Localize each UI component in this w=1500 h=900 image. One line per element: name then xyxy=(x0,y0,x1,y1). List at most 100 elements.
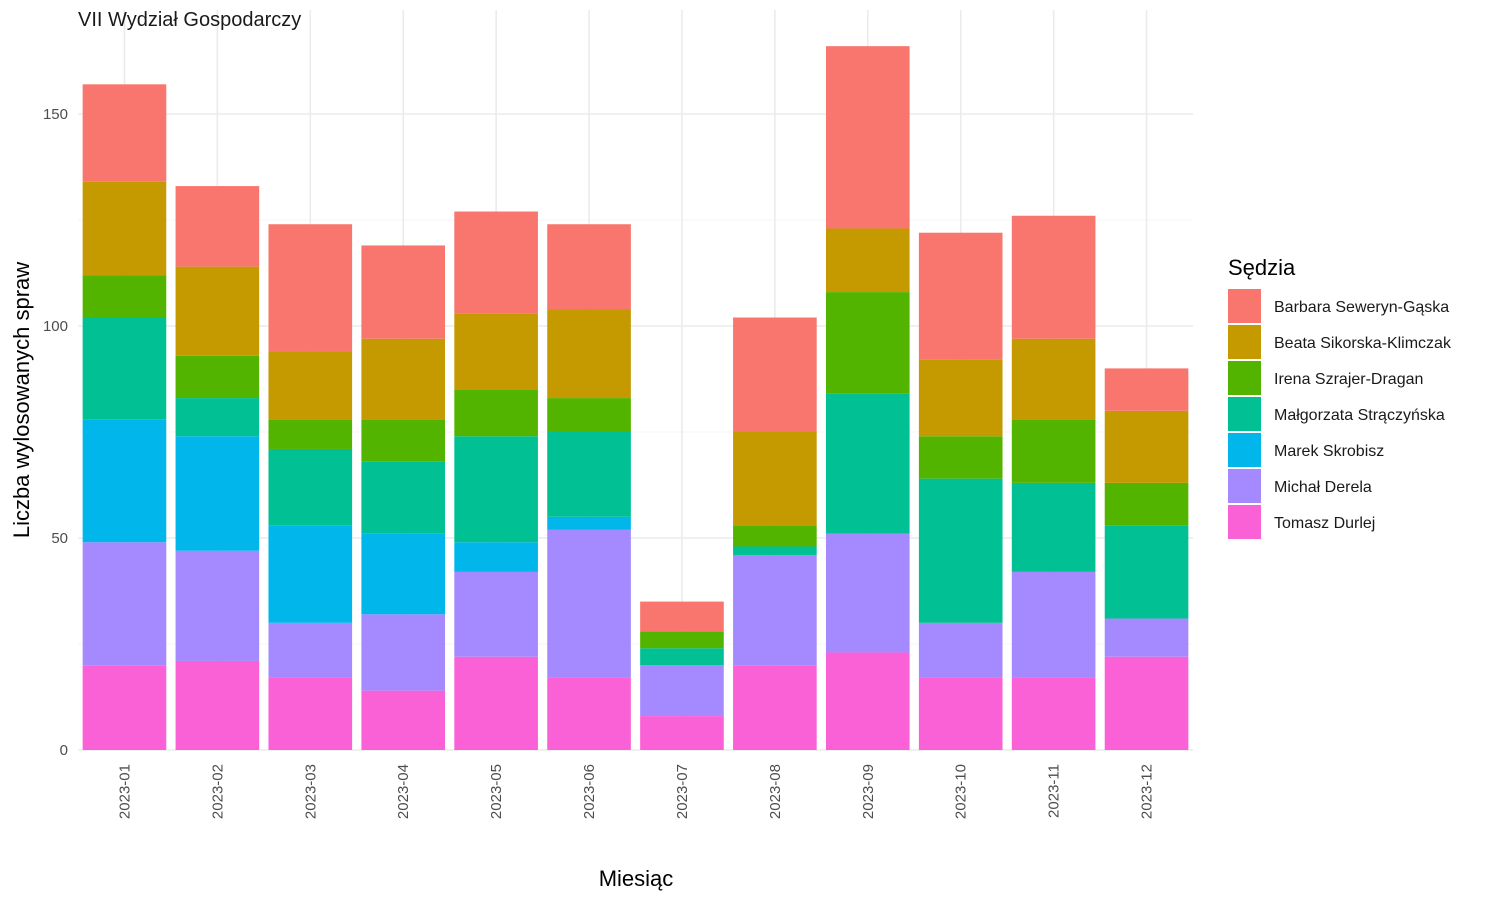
bar-segment xyxy=(733,554,817,666)
bar-segment xyxy=(454,656,538,750)
x-tick-label: 2023-02 xyxy=(209,764,226,819)
legend-key xyxy=(1228,469,1261,503)
bar-segment xyxy=(1104,618,1189,657)
legend-key xyxy=(1228,325,1261,359)
bar-segment xyxy=(268,224,353,352)
bar-segment xyxy=(547,398,631,432)
bar-segment xyxy=(82,542,167,666)
bar-segment xyxy=(825,652,910,750)
bar-segment xyxy=(547,516,631,530)
y-tick-label: 100 xyxy=(43,318,68,335)
bar-segment xyxy=(918,436,1003,479)
x-tick-label: 2023-10 xyxy=(953,764,970,819)
bar-segment xyxy=(454,436,538,543)
bar-segment xyxy=(547,309,631,399)
bar-segment xyxy=(918,622,1003,678)
legend-label: Barbara Seweryn-Gąska xyxy=(1274,299,1449,316)
bar-segment xyxy=(1104,482,1189,526)
bar-segment xyxy=(361,690,446,750)
x-tick-label: 2023-12 xyxy=(1139,764,1156,819)
legend-key xyxy=(1228,433,1261,467)
bar-segment xyxy=(361,338,446,420)
axis-layer: 0 50 100 150 2023-01 2023-02 2023-03 2023-04 202… xyxy=(43,106,1156,819)
bar-segment xyxy=(268,448,353,526)
bar-segment xyxy=(268,677,353,750)
bar-segment xyxy=(547,677,631,750)
y-tick-label: 0 xyxy=(60,742,68,759)
bar-segment xyxy=(1104,410,1189,483)
bar-segment xyxy=(454,313,538,390)
bar-segment xyxy=(175,398,260,437)
y-tick-label: 50 xyxy=(51,530,68,547)
bar-segment xyxy=(82,665,167,750)
x-tick-label: 2023-05 xyxy=(488,764,505,819)
bar-segment xyxy=(1011,571,1096,678)
bar-segment xyxy=(82,317,167,420)
bar-segment xyxy=(268,351,353,420)
bar-segment xyxy=(640,601,724,632)
bar-segment xyxy=(268,525,353,623)
legend-key xyxy=(1228,505,1261,539)
x-axis-title: Miesiąc xyxy=(599,866,674,891)
bar-segment xyxy=(733,665,817,750)
bar-segment xyxy=(454,542,538,572)
bar-segment xyxy=(733,317,817,432)
bar-segment xyxy=(1104,656,1189,750)
legend-key xyxy=(1228,289,1261,323)
bar-segment xyxy=(825,533,910,653)
y-axis-title: Liczba wylosowanych spraw xyxy=(9,262,34,538)
bar-segment xyxy=(733,432,817,526)
bar-segment xyxy=(268,419,353,449)
bar-segment xyxy=(640,665,724,717)
bar-segment xyxy=(268,622,353,678)
x-tick-label: 2023-04 xyxy=(395,764,412,819)
bar-segment xyxy=(1011,677,1096,750)
bar-segment xyxy=(82,419,167,543)
bar-segment xyxy=(82,84,167,182)
bar-segment xyxy=(918,359,1003,437)
bar-segment xyxy=(454,389,538,437)
x-tick-label: 2023-11 xyxy=(1046,764,1063,818)
bar-segment xyxy=(82,181,167,276)
bar-segment xyxy=(175,436,260,551)
bar-segment xyxy=(825,228,910,293)
bar-segment xyxy=(175,550,260,661)
bar-segment xyxy=(1011,215,1096,339)
bar-segment xyxy=(361,461,446,534)
chart-title: VII Wydział Gospodarczy xyxy=(78,9,301,31)
bar-segment xyxy=(175,266,260,356)
bar-segment xyxy=(1104,525,1189,619)
x-tick-label: 2023-09 xyxy=(860,764,877,819)
legend-label: Małgorzata Strączyńska xyxy=(1274,407,1445,424)
legend-key xyxy=(1228,397,1261,431)
bar-segment xyxy=(918,478,1003,623)
bar-segment xyxy=(547,529,631,678)
bar-segment xyxy=(454,211,538,314)
legend: Barbara Seweryn-Gąska Beata Sikorska-Klim… xyxy=(1228,289,1452,539)
legend-label: Marek Skrobisz xyxy=(1274,443,1384,460)
bar-segment xyxy=(825,393,910,534)
bar-segment xyxy=(547,224,631,310)
bar-segment xyxy=(733,546,817,555)
x-tick-label: 2023-08 xyxy=(767,764,784,819)
bars-layer xyxy=(82,46,1189,750)
legend-title: Sędzia xyxy=(1228,255,1296,280)
bar-segment xyxy=(361,245,446,339)
x-tick-label: 2023-01 xyxy=(116,764,133,819)
bar-segment xyxy=(640,631,724,649)
bar-segment xyxy=(1011,338,1096,420)
x-tick-label: 2023-07 xyxy=(674,764,691,819)
bar-segment xyxy=(1011,482,1096,572)
bar-segment xyxy=(361,533,446,615)
bar-segment xyxy=(1011,419,1096,483)
bar-segment xyxy=(175,186,260,267)
bar-segment xyxy=(733,525,817,547)
bar-segment xyxy=(361,614,446,691)
bar-segment xyxy=(918,677,1003,750)
x-tick-label: 2023-06 xyxy=(581,764,598,819)
bar-segment xyxy=(918,232,1003,360)
legend-label: Beata Sikorska-Klimczak xyxy=(1274,335,1452,352)
bar-segment xyxy=(175,660,260,750)
